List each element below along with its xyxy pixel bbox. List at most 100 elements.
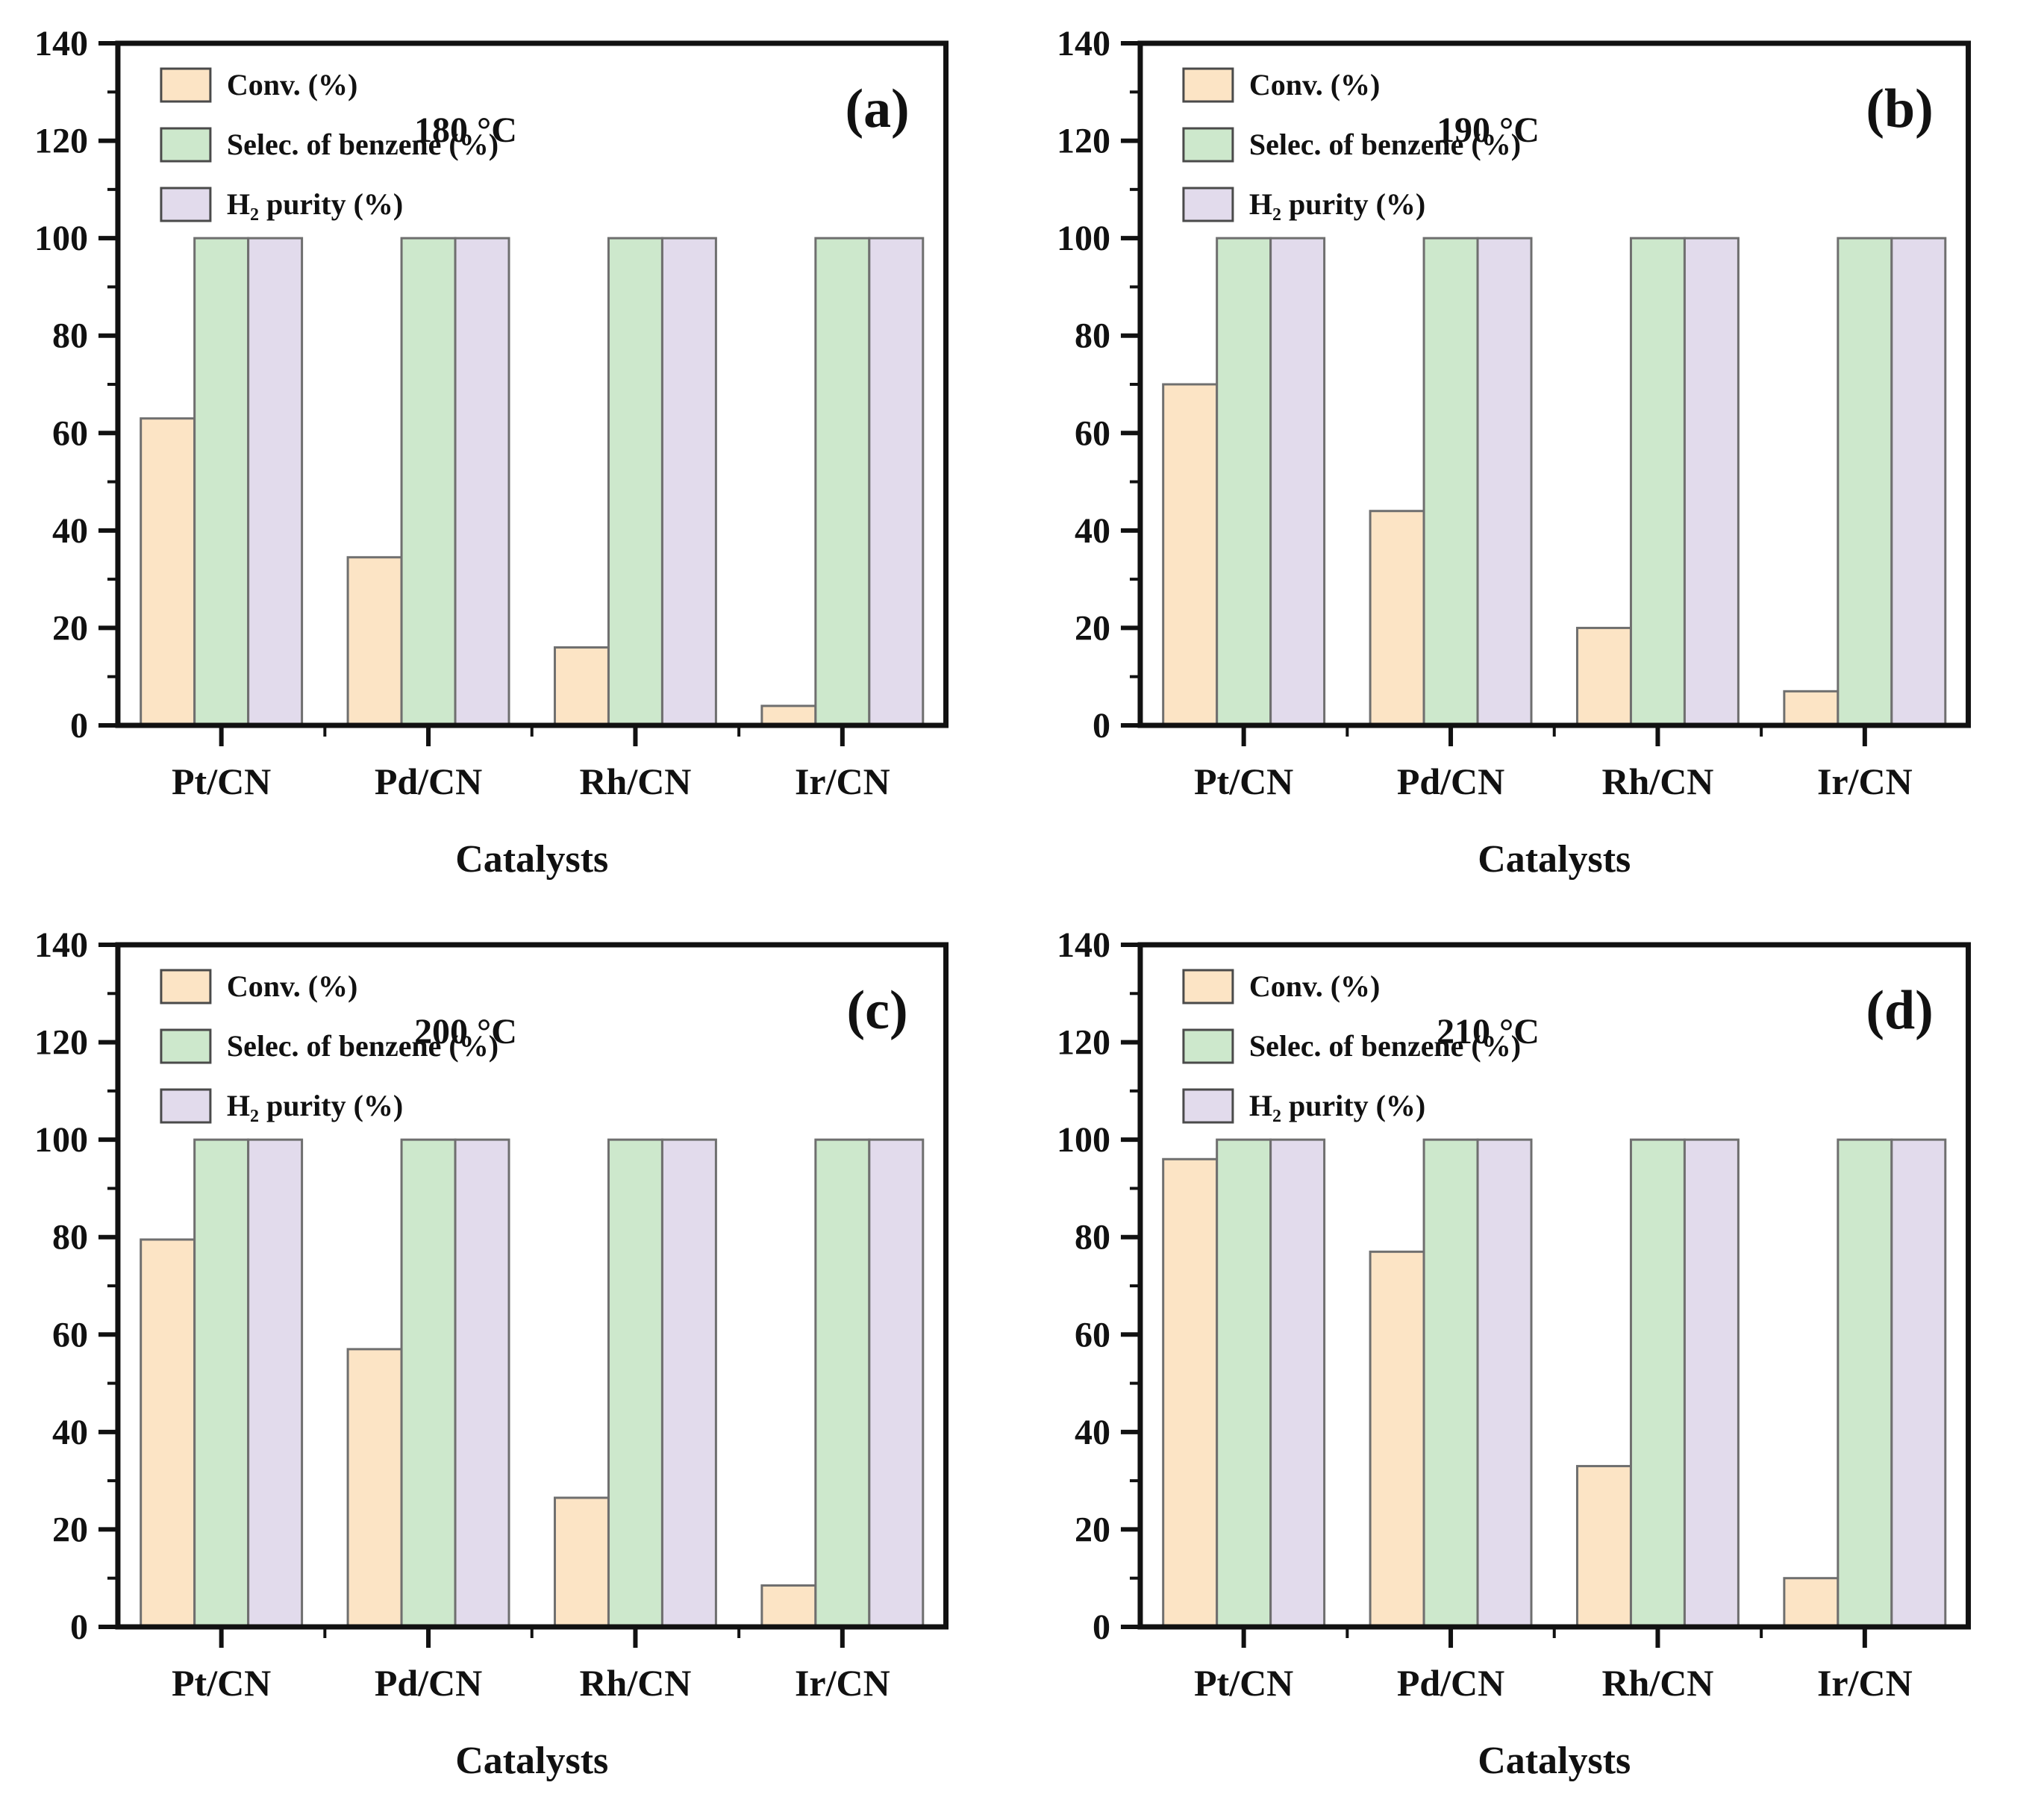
bar-series2-Pd/CN	[1476, 1138, 1533, 1628]
x-category-label-Ir/CN: Ir/CN	[795, 760, 890, 802]
y-tick-label-60: 60	[1074, 413, 1110, 453]
bar-series1-Pd/CN	[1422, 237, 1479, 727]
bar-series1-Rh/CN	[1629, 1138, 1686, 1628]
bar-series0-Pd/CN	[346, 556, 403, 727]
bar-series2-Pt/CN	[247, 1138, 304, 1628]
legend-swatch-0	[1181, 969, 1234, 1004]
bar-series2-Rh/CN	[1683, 237, 1740, 727]
legend-label-1: Selec. of benzene (%)	[1248, 1029, 1520, 1063]
bar-series1-Pt/CN	[193, 237, 250, 727]
y-tick-label-120: 120	[1056, 122, 1110, 161]
bar-series2-Ir/CN	[868, 1138, 925, 1628]
panel-b: 0 20 40 60 80 100 120 140 Pt/CN Pd/CN Rh/CN Ir/CN Ca…	[1022, 0, 2044, 902]
y-tick-label-60: 60	[1074, 1315, 1110, 1354]
legend-swatch-1	[160, 1028, 212, 1064]
x-axis-title: Catalysts	[455, 1740, 608, 1782]
x-category-label-Pd/CN: Pd/CN	[1396, 760, 1504, 802]
legend-label-0: Conv. (%)	[1248, 68, 1379, 101]
y-tick-label-0: 0	[1092, 1607, 1110, 1647]
bar-series1-Ir/CN	[1836, 237, 1893, 727]
bar-series2-Ir/CN	[868, 237, 925, 727]
x-category-label-Pd/CN: Pd/CN	[375, 760, 482, 802]
legend-swatch-2	[160, 1088, 212, 1124]
chart-panel-a: 0 20 40 60 80 100 120 140 Pt/CN Pd/CN Rh/CN Ir/CN Ca…	[34, 24, 949, 881]
y-tick-label-100: 100	[1056, 1120, 1110, 1160]
y-tick-label-120: 120	[34, 122, 88, 161]
x-category-label-Rh/CN: Rh/CN	[1601, 760, 1713, 802]
bar-series0-Rh/CN	[553, 1496, 610, 1628]
y-tick-label-20: 20	[1074, 1510, 1110, 1549]
y-tick-label-60: 60	[52, 413, 88, 453]
y-tick-label-40: 40	[1074, 1413, 1110, 1452]
x-category-label-Pd/CN: Pd/CN	[1396, 1662, 1504, 1704]
bar-series0-Pt/CN	[140, 417, 196, 727]
y-tick-label-80: 80	[1074, 1218, 1110, 1257]
temperature-annotation: 200 °C	[414, 1012, 517, 1052]
bar-series0-Ir/CN	[1782, 690, 1839, 727]
bar-series1-Pt/CN	[193, 1138, 250, 1628]
legend-label-1: Selec. of benzene (%)	[227, 128, 499, 161]
bar-series0-Rh/CN	[1575, 1465, 1632, 1628]
x-category-label-Pd/CN: Pd/CN	[375, 1662, 482, 1704]
x-category-label-Pt/CN: Pt/CN	[172, 760, 271, 802]
legend-label-0: Conv. (%)	[227, 969, 357, 1003]
bar-series2-Pd/CN	[454, 237, 510, 727]
legend-swatch-1	[1181, 127, 1234, 163]
legend-swatch-0	[1181, 67, 1234, 103]
x-category-label-Ir/CN: Ir/CN	[1816, 760, 1912, 802]
bar-series2-Rh/CN	[1683, 1138, 1740, 1628]
legend-swatch-2	[160, 187, 212, 222]
bar-series0-Pt/CN	[140, 1238, 196, 1628]
bar-series0-Ir/CN	[760, 1584, 817, 1628]
bar-series1-Rh/CN	[1629, 237, 1686, 727]
x-category-label-Pt/CN: Pt/CN	[1194, 1662, 1293, 1704]
y-tick-label-80: 80	[1074, 316, 1110, 356]
y-tick-label-40: 40	[52, 511, 88, 551]
bar-series1-Pt/CN	[1215, 237, 1272, 727]
x-category-label-Pt/CN: Pt/CN	[172, 1662, 271, 1704]
chart-panel-d: 0 20 40 60 80 100 120 140 Pt/CN Pd/CN Rh/CN Ir/CN Ca…	[1056, 925, 1971, 1782]
y-tick-label-140: 140	[1056, 925, 1110, 965]
bar-series2-Ir/CN	[1890, 237, 1946, 727]
panel-letter: (d)	[1866, 980, 1933, 1041]
panel-a: 0 20 40 60 80 100 120 140 Pt/CN Pd/CN Rh/CN Ir/CN Ca…	[0, 0, 1022, 902]
bar-series0-Rh/CN	[553, 646, 610, 727]
bar-series0-Pd/CN	[1369, 1250, 1425, 1628]
panel-d: 0 20 40 60 80 100 120 140 Pt/CN Pd/CN Rh/CN Ir/CN Ca…	[1022, 902, 2044, 1803]
bar-series1-Rh/CN	[607, 237, 663, 727]
x-axis-title: Catalysts	[1478, 838, 1631, 881]
bar-series0-Rh/CN	[1575, 626, 1632, 727]
y-tick-label-80: 80	[52, 1218, 88, 1257]
x-axis-title: Catalysts	[1478, 1740, 1631, 1782]
bar-series0-Pt/CN	[1161, 383, 1218, 727]
bar-series2-Pt/CN	[1269, 1138, 1325, 1628]
y-tick-label-20: 20	[52, 1510, 88, 1549]
y-tick-label-0: 0	[70, 706, 88, 746]
y-tick-label-0: 0	[1092, 706, 1110, 746]
y-tick-label-140: 140	[34, 24, 88, 63]
legend-label-2: H₂ purity (%)	[1248, 1089, 1425, 1122]
legend-swatch-0	[160, 67, 212, 103]
x-category-label-Rh/CN: Rh/CN	[579, 760, 691, 802]
y-tick-label-140: 140	[1056, 24, 1110, 63]
legend-swatch-1	[1181, 1028, 1234, 1064]
bar-series2-Rh/CN	[660, 1138, 717, 1628]
x-category-label-Rh/CN: Rh/CN	[579, 1662, 691, 1704]
legend-label-1: Selec. of benzene (%)	[1248, 128, 1520, 161]
temperature-annotation: 210 °C	[1437, 1012, 1540, 1052]
temperature-annotation: 190 °C	[1437, 110, 1540, 150]
bar-series1-Ir/CN	[1836, 1138, 1893, 1628]
bar-series1-Rh/CN	[607, 1138, 663, 1628]
legend-label-2: H₂ purity (%)	[227, 187, 403, 221]
bar-series2-Ir/CN	[1890, 1138, 1946, 1628]
y-tick-label-60: 60	[52, 1315, 88, 1354]
x-category-label-Ir/CN: Ir/CN	[1816, 1662, 1912, 1704]
legend-label-0: Conv. (%)	[227, 68, 357, 101]
legend-swatch-2	[1181, 1088, 1234, 1124]
panel-c: 0 20 40 60 80 100 120 140 Pt/CN Pd/CN Rh/CN Ir/CN Ca…	[0, 902, 1022, 1803]
legend-label-0: Conv. (%)	[1248, 969, 1379, 1003]
legend-swatch-2	[1181, 187, 1234, 222]
bar-series2-Pt/CN	[247, 237, 304, 727]
panel-letter: (c)	[847, 980, 908, 1041]
